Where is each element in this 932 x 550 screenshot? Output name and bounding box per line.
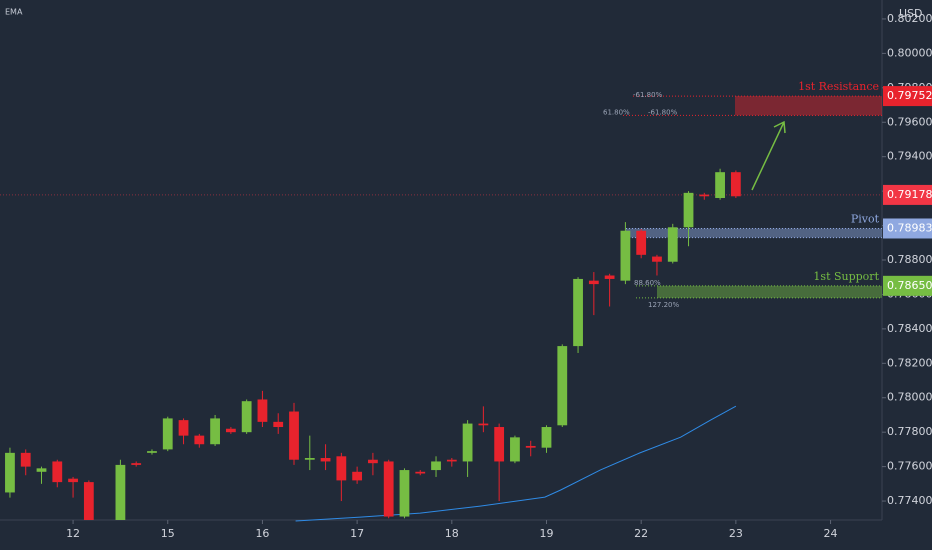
y-tick-label: 0.79600 [887,115,932,128]
fib-label: 127.20% [648,301,679,309]
candle-body [68,478,78,483]
level-zone [735,96,882,116]
candle-body [257,399,268,422]
candle-body [431,461,441,471]
current-price-box [883,184,932,205]
x-tick-label: 15 [161,527,175,540]
y-tick-label: 0.77400 [887,494,932,507]
level-price-box [883,275,932,296]
candle-body [36,468,47,472]
candle-body [289,411,299,460]
candle-body [715,172,725,199]
y-tick-label: 0.77600 [887,460,932,473]
candle-body [273,421,284,428]
y-tick-label: 0.78400 [887,322,932,335]
candle-body [115,464,126,520]
candle-body [162,418,173,450]
x-tick-label: 23 [729,527,743,540]
candle-body [147,451,157,453]
candle-body [446,459,457,462]
y-tick-label: 0.80200 [887,12,932,25]
x-tick-label: 24 [824,527,838,540]
level-price: 0.78983 [887,221,932,234]
y-tick-label: 0.78800 [887,253,932,266]
arrow-shaft [751,121,785,191]
y-tick-label: 0.78200 [887,356,932,369]
x-tick-label: 17 [350,527,364,540]
level-price: 0.79752 [887,89,932,102]
y-tick-label: 0.77800 [887,425,932,438]
fib-label: 61.80% [603,109,630,117]
x-tick-label: 19 [539,527,553,540]
fib-label: -61.80% [633,91,663,99]
candle-body [178,420,189,436]
candle-body [225,428,236,433]
indicator-label: EMA [5,8,23,17]
candle-body [383,461,394,517]
x-tick-label: 18 [445,527,459,540]
candle-body [210,418,220,445]
y-tick-label: 0.79400 [887,150,932,163]
level-price: 0.78650 [887,279,932,292]
y-tick-label: 0.78000 [887,391,932,404]
candle-body [5,452,15,493]
level-price-box [883,86,932,107]
candle-body [730,172,741,197]
candle-body [510,437,520,462]
candle-body [131,463,142,465]
candle-body [557,346,568,426]
level-name: 1st Support [813,270,879,283]
candle-body [620,230,631,281]
level-name: Pivot [851,212,880,225]
candle-body [194,435,205,445]
candle-body [588,280,599,285]
candle-body [604,275,615,279]
candle-body [415,471,426,474]
candle-body [399,470,410,517]
candle-body [20,452,31,467]
level-price-box [883,218,932,239]
x-tick-label: 12 [66,527,80,540]
currency-label: USD [899,7,923,20]
candle-body [525,445,536,448]
candle-body [320,458,331,462]
candle-body [462,423,473,462]
candle-body [652,256,662,262]
level-name: 1st Resistance [798,80,879,93]
current-price-label: 0.79178 [887,188,932,201]
arrow-head [773,120,786,134]
x-tick-label: 22 [634,527,648,540]
candle-body [52,461,63,483]
level-zone [626,228,882,238]
fib-label: -61.80% [648,109,678,117]
candle-body [368,459,378,464]
candle-body [478,423,489,426]
candle-body [304,458,315,460]
candle-body [541,427,552,448]
candle-body [494,427,505,462]
y-tick-label: 0.80000 [887,46,932,59]
x-tick-label: 16 [255,527,269,540]
candle-body [667,227,678,262]
candle-body [352,471,363,481]
candle-body [336,456,347,481]
candle-body [683,192,694,228]
candle-body [241,401,252,433]
candle-body [699,194,710,197]
level-zone [657,285,882,298]
candle-body [83,482,94,520]
fib-label: 88.60% [634,279,661,287]
candle-body [636,230,647,255]
candle-body [573,278,583,347]
